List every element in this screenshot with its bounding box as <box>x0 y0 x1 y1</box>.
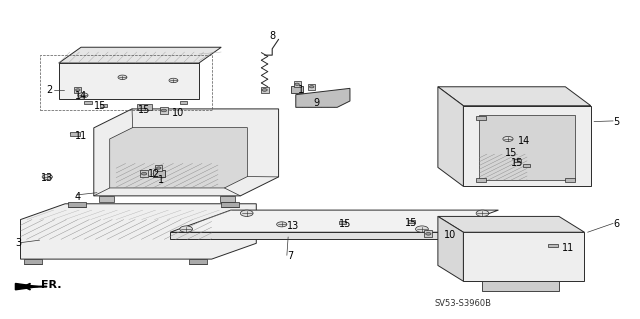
Polygon shape <box>463 106 591 186</box>
Circle shape <box>309 85 314 88</box>
Text: 10: 10 <box>172 108 184 118</box>
Polygon shape <box>170 232 438 239</box>
Polygon shape <box>463 232 584 281</box>
Text: 13: 13 <box>41 174 53 183</box>
Circle shape <box>78 93 88 98</box>
Text: 10: 10 <box>444 230 456 241</box>
Circle shape <box>476 210 489 216</box>
Circle shape <box>180 226 193 232</box>
Circle shape <box>161 109 166 112</box>
Text: 15: 15 <box>138 106 151 115</box>
Text: 13: 13 <box>287 221 299 231</box>
Text: 15: 15 <box>339 219 351 229</box>
Polygon shape <box>100 104 107 107</box>
Polygon shape <box>438 216 584 232</box>
Circle shape <box>241 210 253 216</box>
Text: 11: 11 <box>562 243 574 253</box>
Bar <box>291 86 303 93</box>
Circle shape <box>141 172 147 175</box>
Bar <box>156 165 162 171</box>
Polygon shape <box>339 221 346 224</box>
Text: 4: 4 <box>75 192 81 203</box>
Polygon shape <box>438 216 463 281</box>
Polygon shape <box>438 87 591 106</box>
Bar <box>220 196 236 202</box>
Polygon shape <box>170 210 499 232</box>
Circle shape <box>157 167 161 169</box>
Circle shape <box>415 226 428 232</box>
Circle shape <box>276 222 287 227</box>
Text: FR.: FR. <box>41 280 61 290</box>
Polygon shape <box>15 284 38 290</box>
Polygon shape <box>476 178 486 182</box>
Bar <box>140 170 148 177</box>
Circle shape <box>295 83 300 85</box>
Text: 5: 5 <box>613 116 620 127</box>
Bar <box>160 107 168 114</box>
Polygon shape <box>523 164 530 167</box>
Polygon shape <box>20 204 256 259</box>
Text: 14: 14 <box>75 91 87 101</box>
Polygon shape <box>84 101 92 104</box>
Polygon shape <box>94 109 278 196</box>
Circle shape <box>42 174 52 179</box>
Text: 2: 2 <box>46 85 52 95</box>
Bar <box>221 202 239 207</box>
Circle shape <box>503 137 513 141</box>
Polygon shape <box>515 159 522 161</box>
Text: 9: 9 <box>314 98 320 108</box>
Polygon shape <box>408 220 415 223</box>
Text: 15: 15 <box>505 148 517 158</box>
Circle shape <box>118 75 127 79</box>
Bar <box>74 87 81 93</box>
Bar <box>99 196 114 202</box>
Polygon shape <box>296 88 350 107</box>
Polygon shape <box>59 63 199 100</box>
Text: 3: 3 <box>15 238 22 248</box>
Bar <box>137 104 152 110</box>
Circle shape <box>169 78 178 83</box>
Text: 15: 15 <box>94 101 106 111</box>
Text: 15: 15 <box>404 219 417 228</box>
Polygon shape <box>438 87 463 186</box>
Text: 12: 12 <box>148 169 161 179</box>
Text: SV53-S3960B: SV53-S3960B <box>435 299 492 308</box>
Circle shape <box>426 233 431 235</box>
Bar <box>153 170 164 177</box>
Text: 7: 7 <box>287 251 293 261</box>
Bar <box>189 259 207 264</box>
Text: 11: 11 <box>75 131 87 141</box>
Polygon shape <box>138 108 145 110</box>
Polygon shape <box>70 132 80 136</box>
Bar <box>68 202 86 207</box>
Polygon shape <box>109 128 247 188</box>
Bar <box>24 259 42 264</box>
Circle shape <box>262 89 268 91</box>
Text: 8: 8 <box>269 31 275 41</box>
Polygon shape <box>483 281 559 291</box>
Polygon shape <box>59 47 221 63</box>
Bar <box>294 81 301 87</box>
Text: 1: 1 <box>157 175 164 185</box>
Bar <box>479 115 575 180</box>
Polygon shape <box>476 116 486 120</box>
Polygon shape <box>565 178 575 182</box>
Bar <box>260 87 269 93</box>
Text: 15: 15 <box>511 158 524 168</box>
Circle shape <box>76 89 80 91</box>
Text: 6: 6 <box>613 219 620 229</box>
Text: 1: 1 <box>298 85 304 95</box>
Polygon shape <box>548 244 557 248</box>
Text: 14: 14 <box>518 136 530 145</box>
Polygon shape <box>180 101 188 104</box>
Bar <box>308 84 315 90</box>
Bar <box>424 231 433 237</box>
